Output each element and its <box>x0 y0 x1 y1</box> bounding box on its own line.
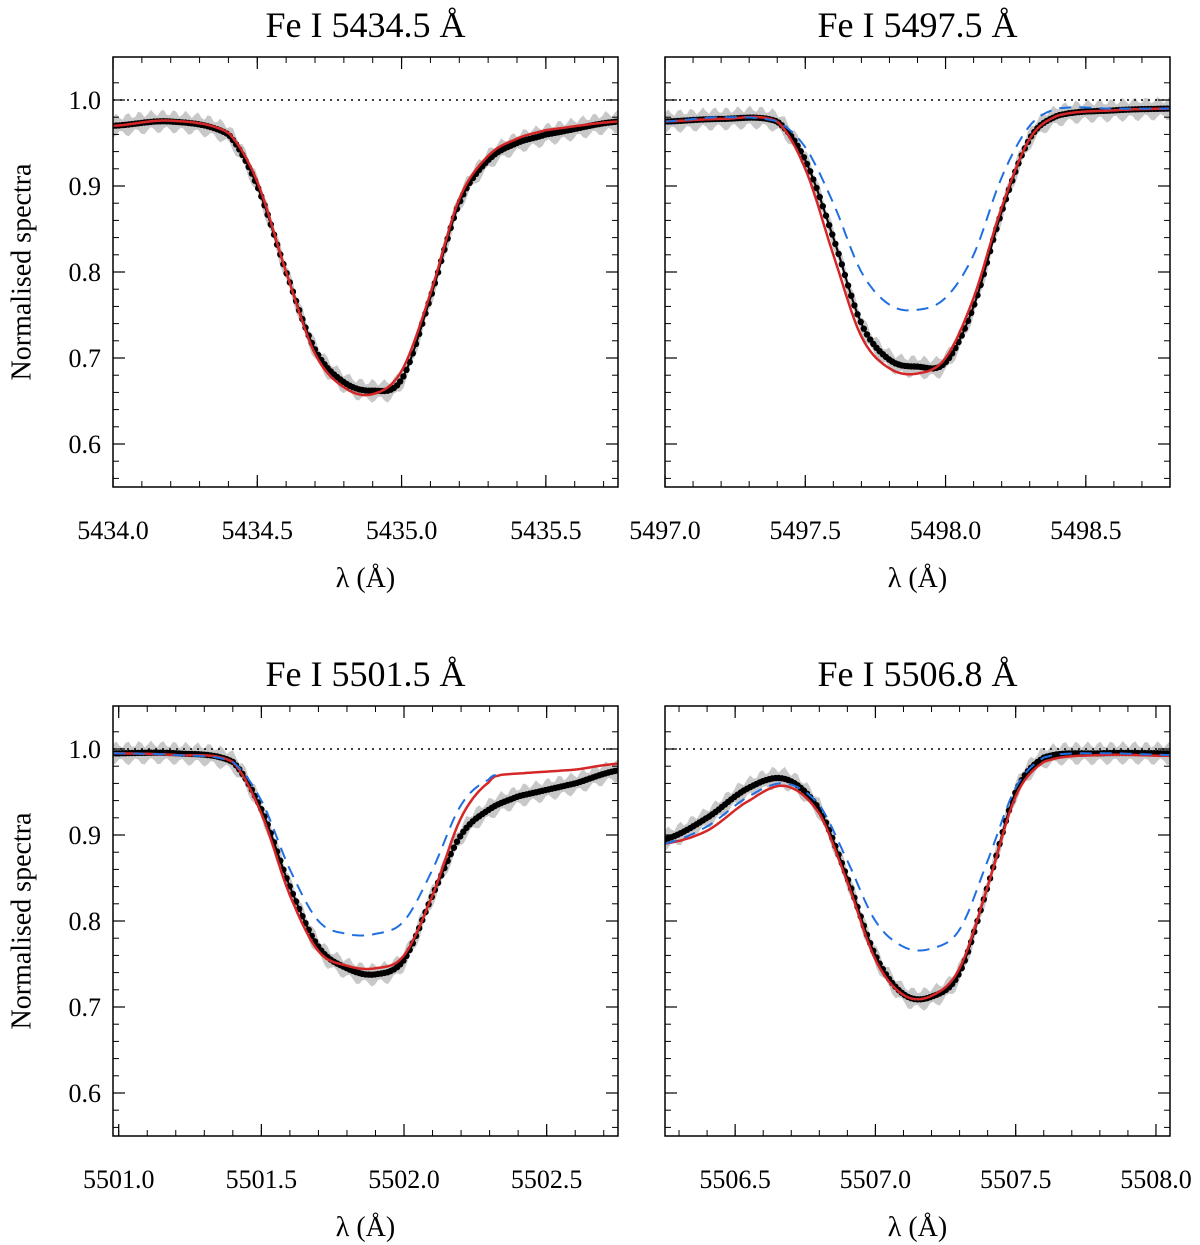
series-model <box>665 107 1170 376</box>
x-tick-label: 5435.0 <box>366 516 438 545</box>
y-tick-label: 0.9 <box>69 821 102 850</box>
uncertainty-band <box>113 109 618 403</box>
x-tick-label: 5435.5 <box>510 516 582 545</box>
y-tick-label: 0.6 <box>69 430 102 459</box>
observed-point <box>860 325 867 332</box>
observed-point <box>822 212 830 219</box>
observed-point <box>810 176 817 183</box>
y-tick-label: 0.6 <box>69 1079 102 1108</box>
x-tick-label: 5501.0 <box>83 1165 155 1194</box>
y-tick-label: 0.8 <box>69 258 102 287</box>
y-axis-label: Normalised spectra <box>6 163 37 380</box>
plot-area <box>113 740 618 987</box>
observed-point <box>848 292 855 299</box>
observed-point <box>450 844 458 851</box>
observed-point <box>835 250 842 258</box>
observed-spectrum-line <box>665 107 1170 370</box>
x-tick-label: 5507.5 <box>980 1165 1052 1194</box>
uncertainty-band <box>113 740 618 987</box>
observed-point <box>841 271 849 279</box>
observed-point <box>816 193 823 201</box>
observed-point <box>854 311 861 318</box>
observed-point <box>851 302 858 309</box>
observed-point <box>457 833 464 840</box>
uncertainty-band <box>665 741 1170 1011</box>
observed-point <box>857 318 864 326</box>
chart-panel-4: 5506.5 5507.0 5507.5 5508.0 Fe I 5506.8 Å λ (… <box>664 654 1192 1243</box>
plot-area <box>113 99 618 403</box>
uncertainty-band <box>665 96 1170 380</box>
observed-point <box>838 261 845 268</box>
observed-point <box>803 160 811 168</box>
series-model-2 <box>665 752 1170 952</box>
observed-point <box>813 184 820 192</box>
observed-point <box>807 168 814 175</box>
chart-panel-3: 5501.0 5501.5 5502.0 5502.5 0.6 0.7 0.8 0.9 1.0 F… <box>6 654 619 1243</box>
observed-point <box>829 231 836 238</box>
chart-title: Fe I 5501.5 Å <box>266 654 466 694</box>
axes-frame <box>112 705 619 1137</box>
chart-panel-1: 5434.0 5434.5 5435.0 5435.5 0.6 0.7 0.8 0.9 1.0 F… <box>6 5 619 594</box>
y-tick-label: 1.0 <box>69 86 102 115</box>
observed-point <box>614 767 618 774</box>
observed-point <box>819 203 826 210</box>
plot-area <box>665 96 1170 380</box>
x-tick-label: 5497.0 <box>629 516 701 545</box>
plot-area <box>665 741 1170 1011</box>
chart-panel-2: 5497.0 5497.5 5498.0 5498.5 Fe I 5497.5 Å λ (… <box>629 5 1171 594</box>
x-tick-label: 5506.5 <box>699 1165 771 1194</box>
y-tick-label: 1.0 <box>69 735 102 764</box>
y-tick-label: 0.7 <box>69 993 102 1022</box>
x-tick-label: 5501.5 <box>226 1165 298 1194</box>
x-axis-label: λ (Å) <box>888 1212 947 1243</box>
observed-point <box>400 373 407 380</box>
observed-point <box>447 850 454 858</box>
x-tick-label: 5508.0 <box>1120 1165 1192 1194</box>
observed-point <box>832 240 839 248</box>
x-axis-label: λ (Å) <box>336 563 395 594</box>
x-tick-label: 5434.5 <box>222 516 294 545</box>
x-axis-label: λ (Å) <box>888 563 947 594</box>
series-model-2 <box>113 752 499 937</box>
observed-point <box>825 222 833 229</box>
x-tick-label: 5507.0 <box>840 1165 912 1194</box>
y-tick-label: 0.8 <box>69 907 102 936</box>
observed-point <box>863 331 871 338</box>
y-tick-label: 0.9 <box>69 172 102 201</box>
observed-point <box>397 378 404 385</box>
series-model-2 <box>665 106 1170 312</box>
observed-point <box>800 154 808 161</box>
observed-point <box>453 838 461 845</box>
series-model <box>665 753 1170 1001</box>
x-axis-label: λ (Å) <box>336 1212 395 1243</box>
x-tick-label: 5498.0 <box>910 516 982 545</box>
x-tick-label: 5498.5 <box>1050 516 1122 545</box>
x-tick-label: 5434.0 <box>77 516 149 545</box>
series-model <box>113 119 618 397</box>
chart-title: Fe I 5506.8 Å <box>818 654 1018 694</box>
observed-point <box>403 366 410 373</box>
x-tick-label: 5502.0 <box>368 1165 440 1194</box>
chart-title: Fe I 5497.5 Å <box>818 5 1018 45</box>
y-tick-label: 0.7 <box>69 344 102 373</box>
observed-spectrum-line <box>113 120 618 392</box>
observed-point <box>844 282 852 289</box>
axes-frame <box>664 705 1171 1137</box>
chart-title: Fe I 5434.5 Å <box>266 5 466 45</box>
y-axis-label: Normalised spectra <box>6 812 37 1029</box>
x-tick-label: 5497.5 <box>770 516 842 545</box>
x-tick-label: 5502.5 <box>511 1165 583 1194</box>
